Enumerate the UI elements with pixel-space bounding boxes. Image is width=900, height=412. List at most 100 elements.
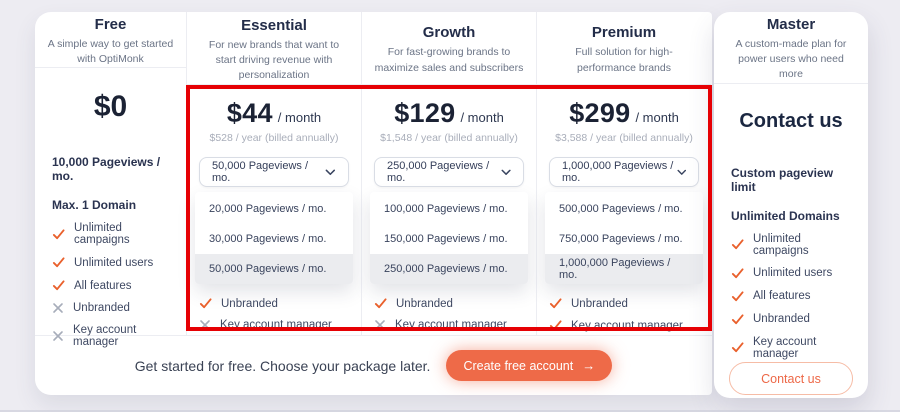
feature-row: Unlimited campaigns	[52, 222, 169, 246]
cross-icon	[53, 303, 63, 314]
dropdown-option-selected[interactable]: 250,000 Pageviews / mo.	[370, 254, 528, 284]
dropdown-option[interactable]: 150,000 Pageviews / mo.	[384, 233, 508, 245]
feature-row: Key account manager	[549, 319, 699, 332]
feature-row: Unbranded	[549, 297, 699, 310]
chevron-down-icon	[501, 169, 511, 175]
plan-header-premium: Premium Full solution for high-performan…	[537, 12, 711, 85]
plan-description: For new brands that want to start drivin…	[208, 38, 340, 82]
pageviews-dropdown-growth: 100,000 Pageviews / mo. 150,000 Pageview…	[370, 192, 528, 284]
plan-body-master: Contact us Custom pageview limit Unlimit…	[714, 84, 868, 360]
price-row: $299 / month	[569, 98, 679, 129]
feature-label: Unlimited users	[74, 256, 154, 269]
feature-label: Unlimited users	[753, 267, 833, 280]
selected-option-label: 1,000,000 Pageviews / mo.	[562, 160, 674, 184]
feature-label: Key account manager	[753, 335, 817, 360]
contact-us-heading: Contact us	[739, 109, 843, 132]
check-icon	[731, 268, 744, 278]
dropdown-option[interactable]: 20,000 Pageviews / mo.	[209, 203, 327, 215]
plan-body-free: $0 10,000 Pageviews / mo. Max. 1 Domain …	[35, 68, 186, 348]
plan-column-essential: Essential For new brands that want to st…	[186, 12, 361, 335]
check-icon	[731, 291, 744, 301]
plan-header-essential: Essential For new brands that want to st…	[187, 12, 361, 85]
check-icon	[52, 257, 65, 268]
pageviews-select-growth[interactable]: 250,000 Pageviews / mo.	[374, 157, 524, 187]
plan-header-master: Master A custom-made plan for power user…	[714, 12, 868, 84]
feature-row: Unbranded	[52, 302, 169, 314]
plan-columns: Free A simple way to get started with Op…	[35, 12, 712, 348]
plan-column-free: Free A simple way to get started with Op…	[35, 12, 186, 348]
feature-row: Unbranded	[199, 297, 349, 310]
domain-limit: Max. 1 Domain	[52, 198, 137, 213]
domain-limit: Unlimited Domains	[731, 208, 840, 223]
pageviews-dropdown-essential: 20,000 Pageviews / mo. 30,000 Pageviews …	[195, 192, 353, 284]
dropdown-option[interactable]: 30,000 Pageviews / mo.	[209, 233, 327, 245]
plan-header-growth: Growth For fast-growing brands to maximi…	[362, 12, 536, 85]
plan-description: A simple way to get started with OptiMon…	[47, 38, 174, 66]
feature-row: All features	[52, 279, 169, 292]
feature-label: Key account manager	[73, 324, 137, 349]
selected-option-label: 250,000 Pageviews / mo.	[387, 160, 490, 184]
plan-column-master: Master A custom-made plan for power user…	[714, 12, 868, 398]
dropdown-option[interactable]: 100,000 Pageviews / mo.	[384, 203, 508, 215]
feature-row: Unlimited users	[731, 267, 851, 280]
contact-us-button[interactable]: Contact us	[729, 362, 853, 396]
check-icon	[731, 314, 744, 324]
feature-row: Key account manager	[731, 336, 851, 360]
check-icon	[52, 229, 65, 240]
pageviews-select-essential[interactable]: 50,000 Pageviews / mo.	[199, 157, 349, 187]
feature-row: Key account manager	[199, 319, 349, 331]
selected-option-label: 50,000 Pageviews / mo.	[212, 160, 309, 184]
price: $299	[569, 98, 631, 128]
feature-label: Key account manager	[395, 319, 507, 331]
check-icon	[52, 280, 65, 291]
cross-icon	[53, 331, 63, 342]
feature-label: Unbranded	[221, 297, 278, 310]
feature-label: Key account manager	[571, 319, 683, 332]
chevron-down-icon	[325, 169, 336, 175]
price-period: / month	[277, 110, 322, 125]
cross-icon	[200, 320, 210, 330]
price: $44	[226, 98, 273, 128]
feature-row: Unlimited users	[52, 256, 169, 269]
feature-list: Unbranded Key account manager	[549, 288, 699, 332]
plan-name: Growth	[422, 24, 476, 42]
plan-name: Free	[94, 16, 127, 33]
feature-label: All features	[74, 279, 132, 292]
check-icon	[731, 239, 744, 250]
pageview-limit: 10,000 Pageviews / mo.	[52, 155, 161, 184]
price-period: / month	[460, 110, 504, 125]
dropdown-option-selected[interactable]: 1,000,000 Pageviews / mo.	[545, 254, 703, 284]
feature-row: Unlimited campaigns	[731, 233, 851, 257]
dropdown-option-selected[interactable]: 50,000 Pageviews / mo.	[195, 254, 353, 284]
plan-body-premium: $299 / month $3,588 / year (billed annua…	[537, 85, 711, 335]
cross-icon	[375, 320, 385, 330]
feature-label: Unbranded	[73, 302, 130, 315]
arrow-right-icon: →	[582, 358, 596, 373]
plan-body-essential: $44 / month $528 / year (billed annually…	[187, 85, 361, 335]
price-row: $44 / month	[227, 98, 321, 129]
price-period: / month	[635, 110, 679, 125]
feature-label: Unbranded	[396, 297, 453, 310]
dropdown-option[interactable]: 500,000 Pageviews / mo.	[559, 203, 683, 215]
feature-row: Key account manager	[52, 324, 169, 348]
feature-row: Unbranded	[731, 313, 851, 326]
check-icon	[549, 320, 562, 331]
plan-header-free: Free A simple way to get started with Op…	[35, 12, 186, 69]
plan-name: Premium	[591, 24, 657, 42]
feature-label: All features	[753, 290, 811, 303]
feature-label: Unlimited campaigns	[74, 222, 130, 247]
create-free-account-button[interactable]: Create free account →	[446, 350, 613, 381]
pageviews-select-premium[interactable]: 1,000,000 Pageviews / mo.	[549, 157, 699, 187]
dropdown-option[interactable]: 750,000 Pageviews / mo.	[559, 233, 683, 245]
pageview-limit: Custom pageview limit	[731, 165, 834, 194]
plan-name: Essential	[241, 16, 307, 34]
plan-column-growth: Growth For fast-growing brands to maximi…	[361, 12, 536, 335]
plan-description: For fast-growing brands to maximize sale…	[374, 46, 524, 74]
feature-row: All features	[731, 290, 851, 303]
plan-body-growth: $129 / month $1,548 / year (billed annua…	[362, 85, 536, 335]
footer-text: Get started for free. Choose your packag…	[134, 357, 431, 374]
plan-name: Master	[766, 16, 816, 33]
feature-list: Unbranded Key account manager	[199, 288, 349, 331]
yearly-price-note: $528 / year (billed annually)	[209, 132, 339, 144]
